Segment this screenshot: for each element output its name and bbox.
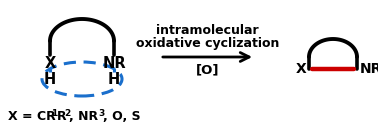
Text: NR: NR — [360, 62, 378, 76]
Text: oxidative cyclization: oxidative cyclization — [136, 37, 279, 50]
Text: 3: 3 — [98, 110, 104, 119]
Text: X: X — [44, 56, 56, 71]
Text: R: R — [57, 111, 67, 123]
Text: X: X — [295, 62, 306, 76]
Text: , O, S: , O, S — [104, 111, 141, 123]
Text: H: H — [44, 71, 56, 87]
Text: NR: NR — [102, 56, 126, 71]
Text: , NR: , NR — [69, 111, 98, 123]
Text: 1: 1 — [51, 110, 58, 119]
Text: intramolecular: intramolecular — [156, 25, 259, 38]
Text: 2: 2 — [64, 110, 70, 119]
Text: [O]: [O] — [196, 63, 219, 76]
Text: H: H — [108, 71, 120, 87]
Text: X = CR: X = CR — [8, 111, 56, 123]
